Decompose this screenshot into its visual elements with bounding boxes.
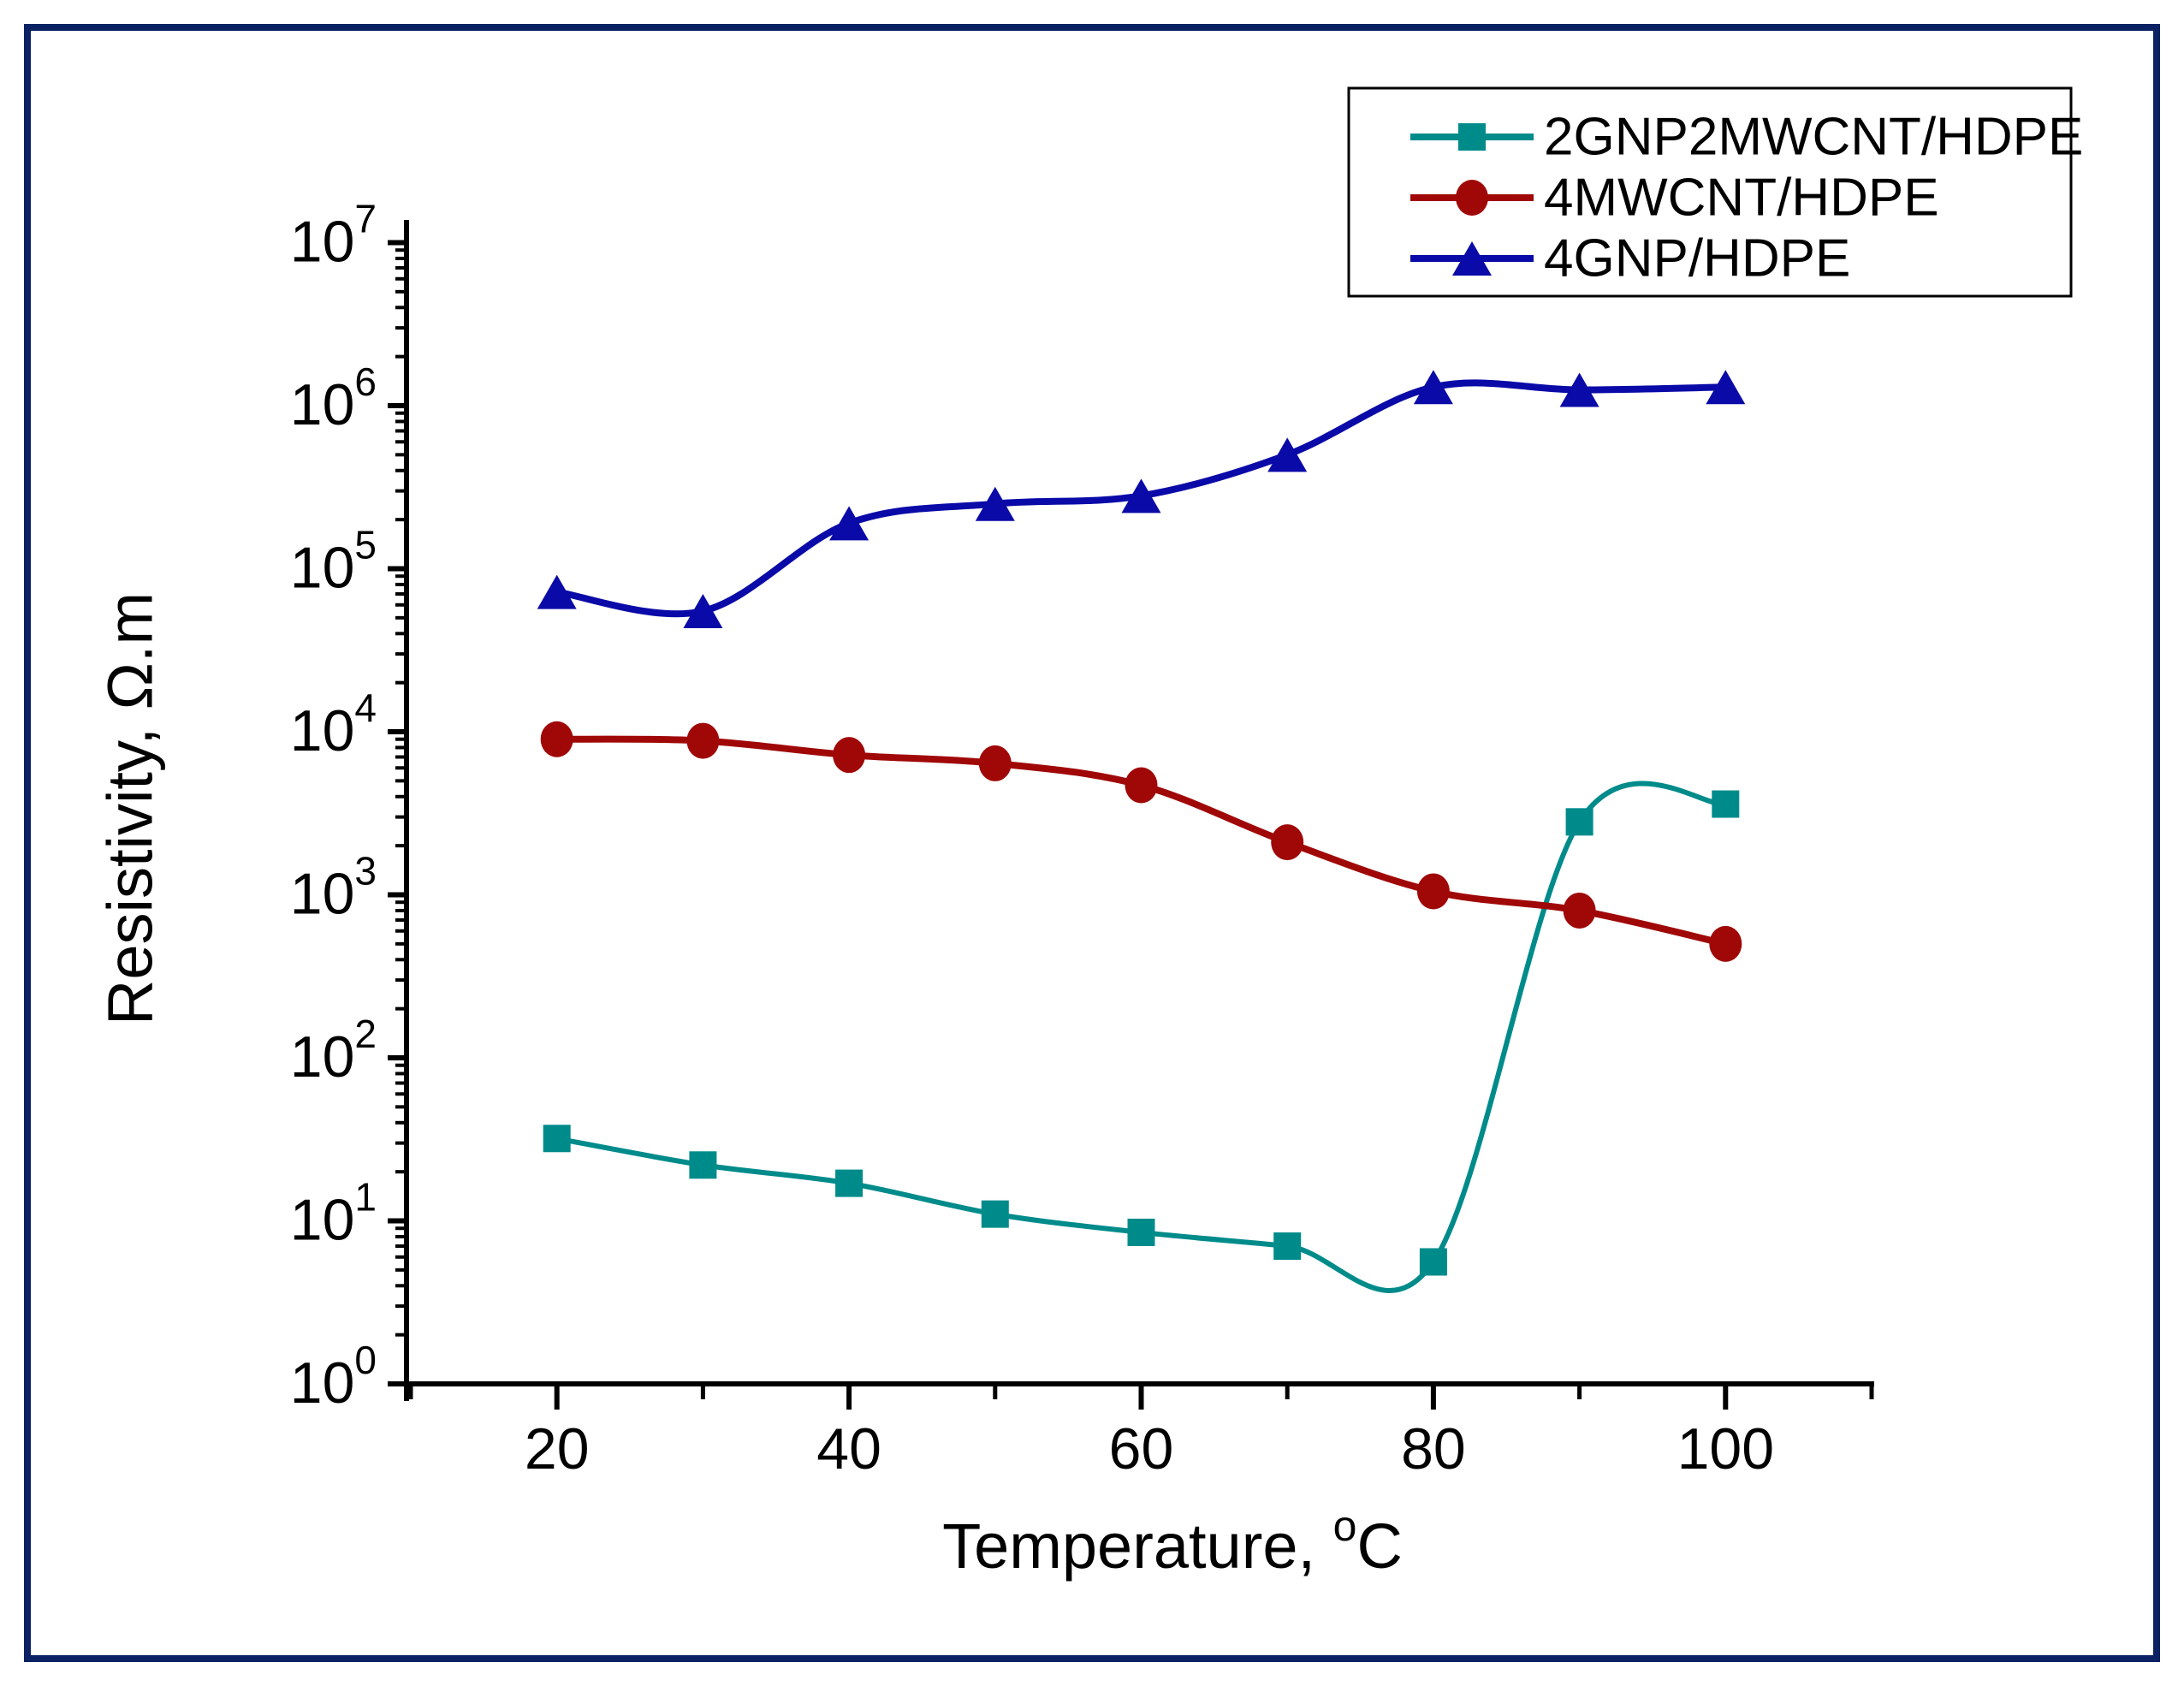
data-point-2gnp2mwcnt-hdpe <box>1712 790 1740 818</box>
data-point-4mwcnt-hdpe <box>833 737 866 774</box>
x-axis-title: Temperature, oC <box>942 1502 1403 1582</box>
series-4gnp-hdpe <box>537 370 1746 628</box>
y-tick-label: 100 <box>290 1338 377 1416</box>
x-axis-title-unit: C <box>1356 1511 1402 1582</box>
data-point-2gnp2mwcnt-hdpe <box>981 1200 1009 1228</box>
series-group <box>537 370 1746 1293</box>
data-point-2gnp2mwcnt-hdpe <box>689 1151 717 1179</box>
y-tick-label: 104 <box>290 686 377 763</box>
data-point-2gnp2mwcnt-hdpe <box>1273 1232 1302 1261</box>
data-point-4mwcnt-hdpe <box>1416 873 1450 910</box>
data-point-4mwcnt-hdpe <box>540 721 573 757</box>
y-tick-label: 106 <box>290 359 377 437</box>
data-point-4gnp-hdpe <box>537 574 577 609</box>
data-point-4gnp-hdpe <box>1267 437 1308 472</box>
legend-label: 4MWCNT/HDPE <box>1544 169 1939 228</box>
legend-marker-square <box>1458 123 1486 151</box>
legend-marker-circle <box>1456 180 1488 216</box>
y-tick-label: 107 <box>290 197 377 275</box>
y-tick-label: 105 <box>290 523 377 601</box>
y-tick-label: 102 <box>290 1012 377 1089</box>
data-point-2gnp2mwcnt-hdpe <box>1565 808 1593 836</box>
axes: 20 40 60 80 100 100 101 102 103 104 105 106 107 <box>290 197 1874 1481</box>
data-point-2gnp2mwcnt-hdpe <box>1419 1248 1447 1276</box>
data-point-2gnp2mwcnt-hdpe <box>1127 1218 1155 1246</box>
data-point-4gnp-hdpe <box>1559 372 1599 407</box>
legend-item-2gnp2mwcnt-hdpe: 2GNP2MWCNT/HDPE <box>1410 108 2083 167</box>
data-point-4mwcnt-hdpe <box>978 745 1012 781</box>
legend-label: 2GNP2MWCNT/HDPE <box>1544 108 2083 167</box>
data-point-2gnp2mwcnt-hdpe <box>543 1125 571 1153</box>
series-4mwcnt-hdpe <box>540 721 1742 962</box>
data-point-4gnp-hdpe <box>683 593 723 628</box>
data-point-4gnp-hdpe <box>829 506 869 541</box>
legend-item-4mwcnt-hdpe: 4MWCNT/HDPE <box>1410 169 1939 228</box>
data-point-4gnp-hdpe <box>1121 478 1161 514</box>
y-tick-label: 103 <box>290 849 377 927</box>
x-tick-label: 80 <box>1401 1416 1466 1481</box>
x-tick-label: 100 <box>1677 1416 1774 1481</box>
x-axis-title-degree: o <box>1333 1502 1357 1550</box>
data-point-4mwcnt-hdpe <box>1563 892 1596 929</box>
legend-item-4gnp-hdpe: 4GNP/HDPE <box>1410 229 1850 288</box>
y-axis-title: Resistivity, Ω.m <box>95 592 166 1025</box>
series-line-2gnp2mwcnt-hdpe <box>556 781 1726 1293</box>
data-point-4mwcnt-hdpe <box>1709 925 1742 962</box>
data-point-4mwcnt-hdpe <box>1271 824 1304 861</box>
data-point-2gnp2mwcnt-hdpe <box>835 1169 864 1197</box>
data-point-4mwcnt-hdpe <box>686 722 720 759</box>
legend-marker-triangle <box>1452 241 1492 276</box>
x-tick-label: 40 <box>816 1416 881 1481</box>
x-tick-label: 60 <box>1109 1416 1174 1481</box>
data-point-4mwcnt-hdpe <box>1125 767 1158 804</box>
data-point-4gnp-hdpe <box>975 486 1015 521</box>
x-tick-label: 20 <box>525 1416 590 1481</box>
data-point-4gnp-hdpe <box>1706 370 1746 405</box>
legend-label: 4GNP/HDPE <box>1544 229 1850 288</box>
x-axis-title-text: Temperature, <box>942 1511 1333 1582</box>
series-2gnp2mwcnt-hdpe <box>543 781 1740 1293</box>
y-tick-label: 101 <box>290 1175 377 1253</box>
data-point-4gnp-hdpe <box>1413 370 1453 405</box>
